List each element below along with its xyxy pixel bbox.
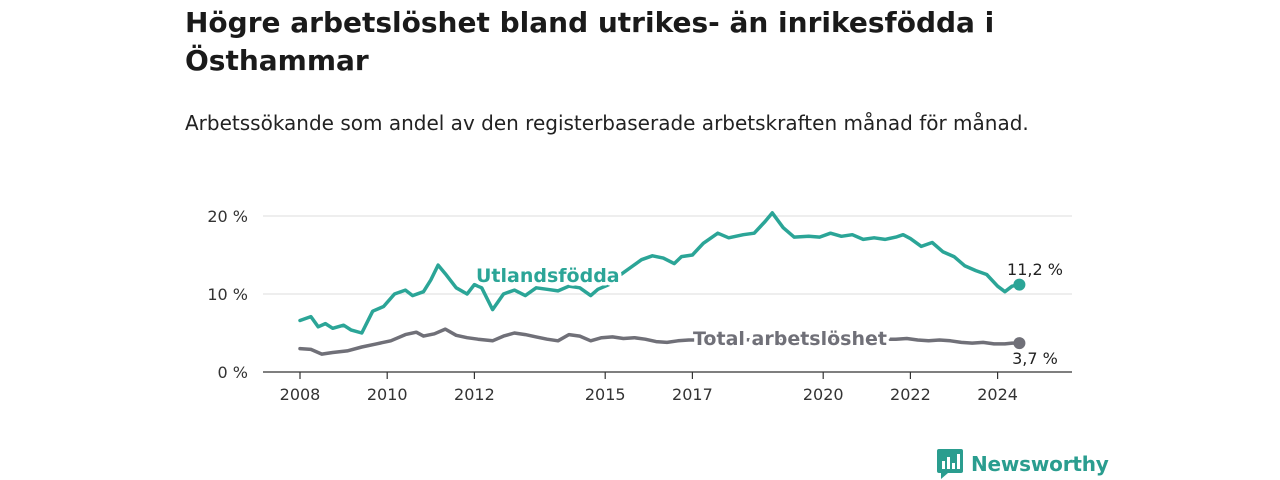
newsworthy-logo-icon [937, 449, 963, 479]
brand-logo[interactable]: Newsworthy [937, 449, 1109, 479]
x-tick-label: 2012 [454, 385, 495, 404]
end-point-total [1013, 337, 1026, 350]
x-tick-label: 2024 [977, 385, 1018, 404]
series-line-utlandsfodda [298, 211, 1022, 335]
series-label-total: Total arbetslöshet [693, 328, 887, 350]
end-value-label-total: 3,7 % [1012, 349, 1058, 368]
y-tick-label: 10 % [207, 285, 248, 304]
end-value-label-utlandsfodda: 11,2 % [1007, 260, 1063, 279]
x-tick-label: 2022 [890, 385, 931, 404]
end-point-utlandsfodda [1013, 278, 1026, 291]
x-tick-label: 2020 [803, 385, 844, 404]
line-chart: 0 % 10 % 20 % 2008 2010 2012 2015 2017 2020 2022 2… [207, 207, 1072, 404]
y-tick-label: 20 % [207, 207, 248, 226]
chart-title: Högre arbetslöshet bland utrikes- än inr… [185, 6, 995, 77]
y-tick-label: 0 % [218, 363, 248, 382]
series-line-total [298, 327, 1022, 356]
chart-subtitle: Arbetssökande som andel av den registerb… [185, 111, 1029, 135]
x-tick-label: 2010 [367, 385, 408, 404]
x-tick-label: 2017 [672, 385, 713, 404]
brand-name: Newsworthy [971, 452, 1109, 476]
series-label-utlandsfodda: Utlandsfödda [476, 265, 620, 287]
x-tick-label: 2015 [585, 385, 626, 404]
x-tick-label: 2008 [280, 385, 321, 404]
